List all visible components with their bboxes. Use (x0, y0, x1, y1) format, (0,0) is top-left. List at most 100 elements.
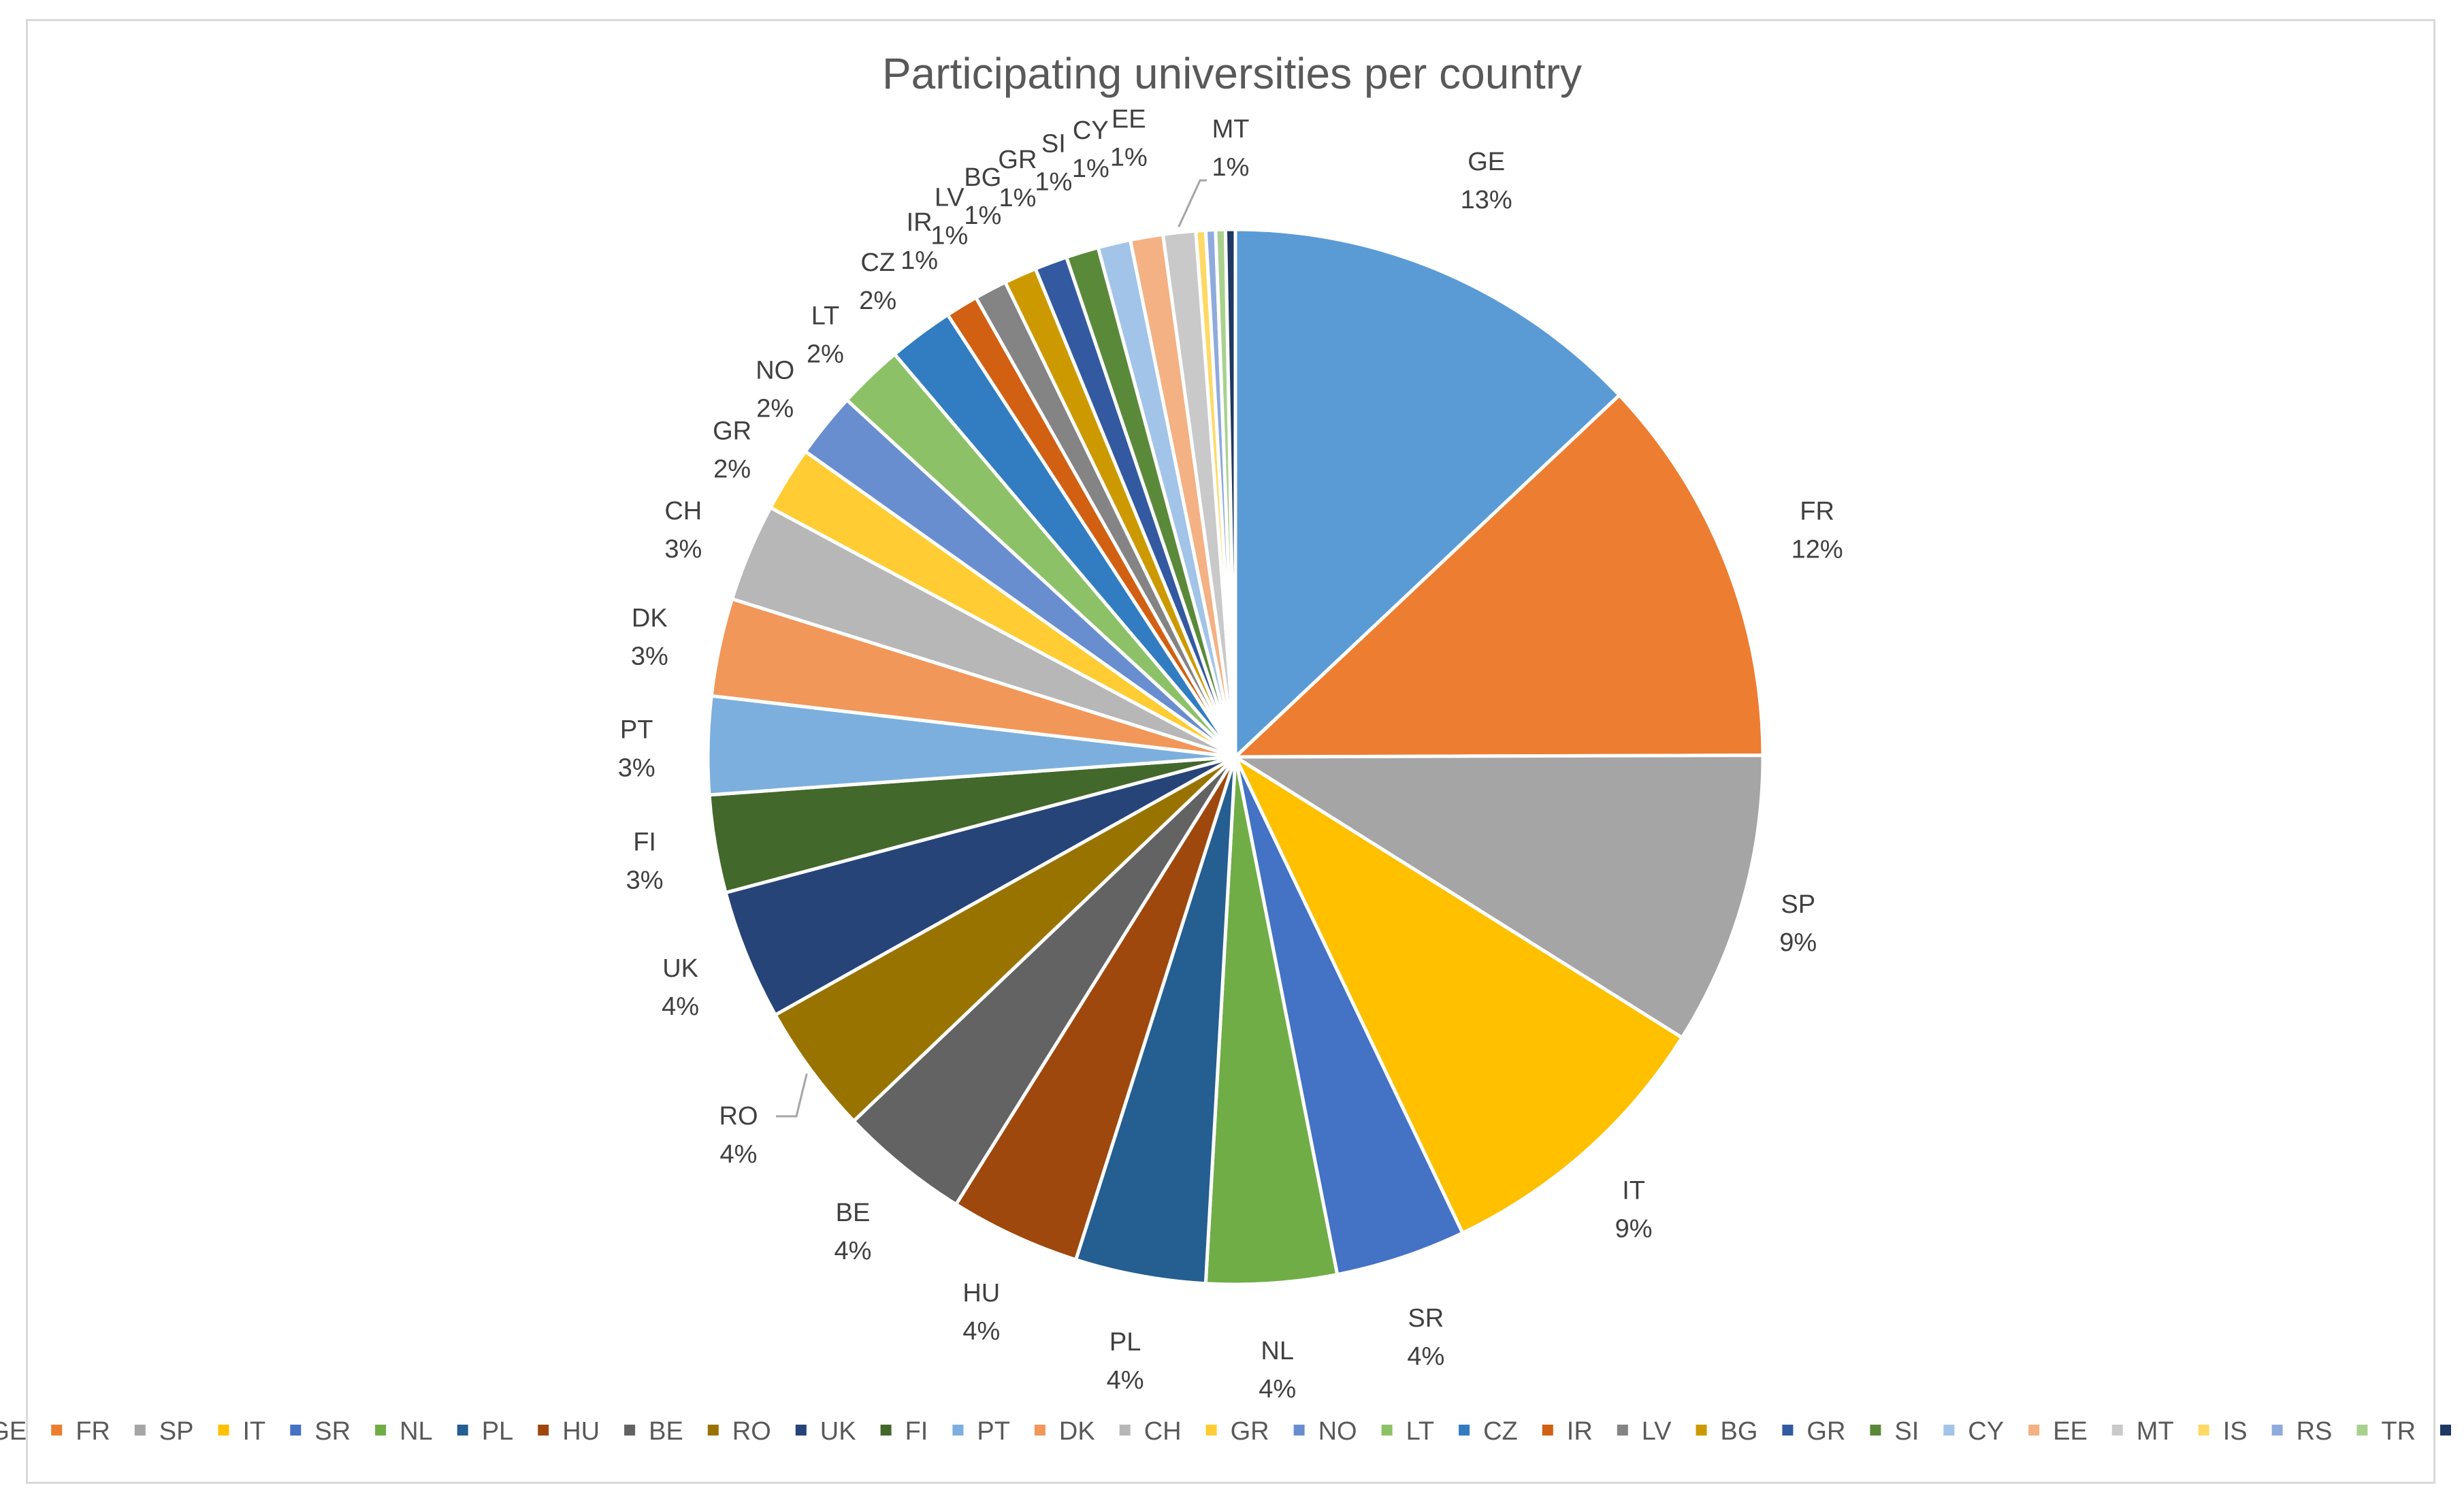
leader-lines (776, 179, 1207, 1118)
pie-slice-fr-1 (1231, 393, 1765, 759)
pie-slice-ro-9 (773, 755, 1237, 1124)
legend-swatch-lv (1617, 1425, 1628, 1436)
legend-swatch-lt (1381, 1425, 1393, 1436)
pie-slice-nl-5 (1203, 756, 1340, 1286)
slice-label-name-pl: PL (1109, 1328, 1141, 1357)
legend-swatch-fi (880, 1425, 892, 1436)
legend-label-rs: RS (2297, 1417, 2333, 1446)
legend-swatch-pl (457, 1425, 468, 1436)
slice-label-percent-ro: 4% (720, 1140, 758, 1169)
slice-label-name-gr: GR (998, 146, 1037, 174)
slice-label-name-ge: GE (1468, 148, 1505, 176)
legend-label-mt: MT (2137, 1417, 2174, 1446)
legend-swatch-sp (134, 1425, 146, 1436)
slice-label-name-si: SI (1041, 130, 1066, 159)
legend-label-lv: LV (1642, 1417, 1672, 1446)
legend-swatch-sk (2440, 1425, 2451, 1436)
slice-label-percent-be: 4% (834, 1237, 872, 1265)
legend-swatch-be (624, 1425, 636, 1436)
legend-swatch-bg (1696, 1425, 1707, 1436)
legend-label-be: BE (649, 1417, 683, 1446)
pie-slice-hu-7 (954, 756, 1237, 1262)
slice-label-percent-ch: 3% (664, 535, 702, 564)
slice-label-percent-si: 1% (1035, 168, 1072, 197)
slice-label-percent-fr: 12% (1792, 535, 1843, 564)
chart-title: Participating universities per country (882, 49, 1582, 98)
slice-label-name-uk: UK (662, 954, 698, 983)
pie-slice-it-3 (1231, 752, 1685, 1235)
legend-label-ee: EE (2053, 1417, 2088, 1446)
legend-swatch-si (1870, 1425, 1881, 1436)
legend-swatch-gr (1205, 1425, 1217, 1436)
legend-swatch-no (1293, 1425, 1305, 1436)
slice-label-percent-hu: 4% (962, 1317, 1000, 1346)
slice-label-name-lt: LT (811, 302, 840, 330)
legend-label-it: IT (243, 1417, 266, 1446)
slice-label-name-hu: HU (962, 1279, 1000, 1308)
legend-swatch-ro (707, 1425, 719, 1436)
legend-label-fr: FR (76, 1417, 110, 1446)
leader-line-ro (776, 1073, 808, 1118)
slice-label-percent-dk: 3% (631, 643, 668, 671)
slice-label-percent-sp: 9% (1779, 928, 1817, 957)
legend-swatch-sr (290, 1425, 302, 1436)
slice-label-percent-ir: 1% (901, 246, 938, 275)
slice-label-percent-fi: 3% (626, 866, 664, 895)
slice-label-name-sr: SR (1408, 1304, 1444, 1333)
legend-swatch-rs (2271, 1425, 2283, 1436)
legend-swatch-gr (1782, 1425, 1794, 1436)
legend-label-ir: IR (1567, 1417, 1593, 1446)
legend-label-cy: CY (1968, 1417, 2004, 1446)
slice-label-percent-gr: 2% (713, 455, 751, 484)
legend-label-sr: SR (314, 1417, 351, 1446)
slice-label-percent-no: 2% (756, 395, 794, 423)
slice-label-name-dk: DK (632, 604, 668, 633)
slice-label-name-no: NO (756, 357, 794, 385)
slice-label-percent-ge: 13% (1461, 186, 1512, 214)
legend-label-sp: SP (159, 1417, 194, 1446)
slice-label-name-gr: GR (713, 417, 751, 446)
slice-label-percent-it: 9% (1615, 1214, 1653, 1243)
legend-label-lt: LT (1406, 1417, 1435, 1446)
legend-label-hu: HU (562, 1417, 600, 1446)
slice-label-percent-lv: 1% (930, 222, 968, 250)
legend-swatch-tr (2356, 1425, 2368, 1436)
slice-label-percent-nl: 4% (1259, 1375, 1296, 1404)
slice-label-name-lv: LV (935, 184, 964, 212)
legend-label-no: NO (1318, 1417, 1357, 1446)
legend-swatch-nl (375, 1425, 387, 1436)
slice-label-name-cy: CY (1073, 116, 1109, 145)
slice-label-percent-uk: 4% (662, 992, 699, 1021)
pie-slice-be-8 (851, 756, 1237, 1207)
legend: GE FR SP IT SR NL PL HU BE RO UK FI PT DK CH GR NO LT CZ IR… (0, 1417, 2451, 1446)
pie-slices (706, 227, 1765, 1286)
legend-label-is: IS (2223, 1417, 2248, 1446)
legend-swatch-cz (1459, 1425, 1470, 1436)
slice-label-percent-cy: 1% (1072, 155, 1109, 183)
slice-label-percent-sr: 4% (1407, 1342, 1444, 1371)
pie-slice-sp-2 (1229, 753, 1765, 1040)
pie-slice-sk-30 (1223, 227, 1237, 758)
leader-line-mt (1178, 179, 1207, 228)
slice-label-name-it: IT (1622, 1176, 1645, 1205)
slice-label-name-ir: IR (907, 208, 933, 237)
slice-label-name-pt: PT (620, 716, 653, 745)
legend-swatch-cy (1943, 1425, 1955, 1436)
legend-swatch-it (218, 1425, 229, 1436)
pie-slice-sr-4 (1233, 756, 1465, 1277)
legend-label-ge: GE (0, 1417, 27, 1446)
legend-label-ch: CH (1144, 1417, 1182, 1446)
slice-label-percent-ee: 1% (1110, 143, 1148, 172)
legend-swatch-is (2198, 1425, 2209, 1436)
slice-label-name-cz: CZ (860, 248, 895, 277)
legend-label-cz: CZ (1483, 1417, 1518, 1446)
slice-label-name-fi: FI (633, 828, 656, 857)
pie-slice-pl-6 (1073, 756, 1237, 1286)
pie-slice-ge-0 (1233, 227, 1622, 761)
legend-label-bg: BG (1721, 1417, 1758, 1446)
slice-label-percent-pt: 3% (618, 754, 655, 783)
slice-label-name-ro: RO (719, 1102, 758, 1131)
slice-label-percent-mt: 1% (1212, 153, 1250, 182)
slice-label-name-fr: FR (1800, 497, 1834, 525)
